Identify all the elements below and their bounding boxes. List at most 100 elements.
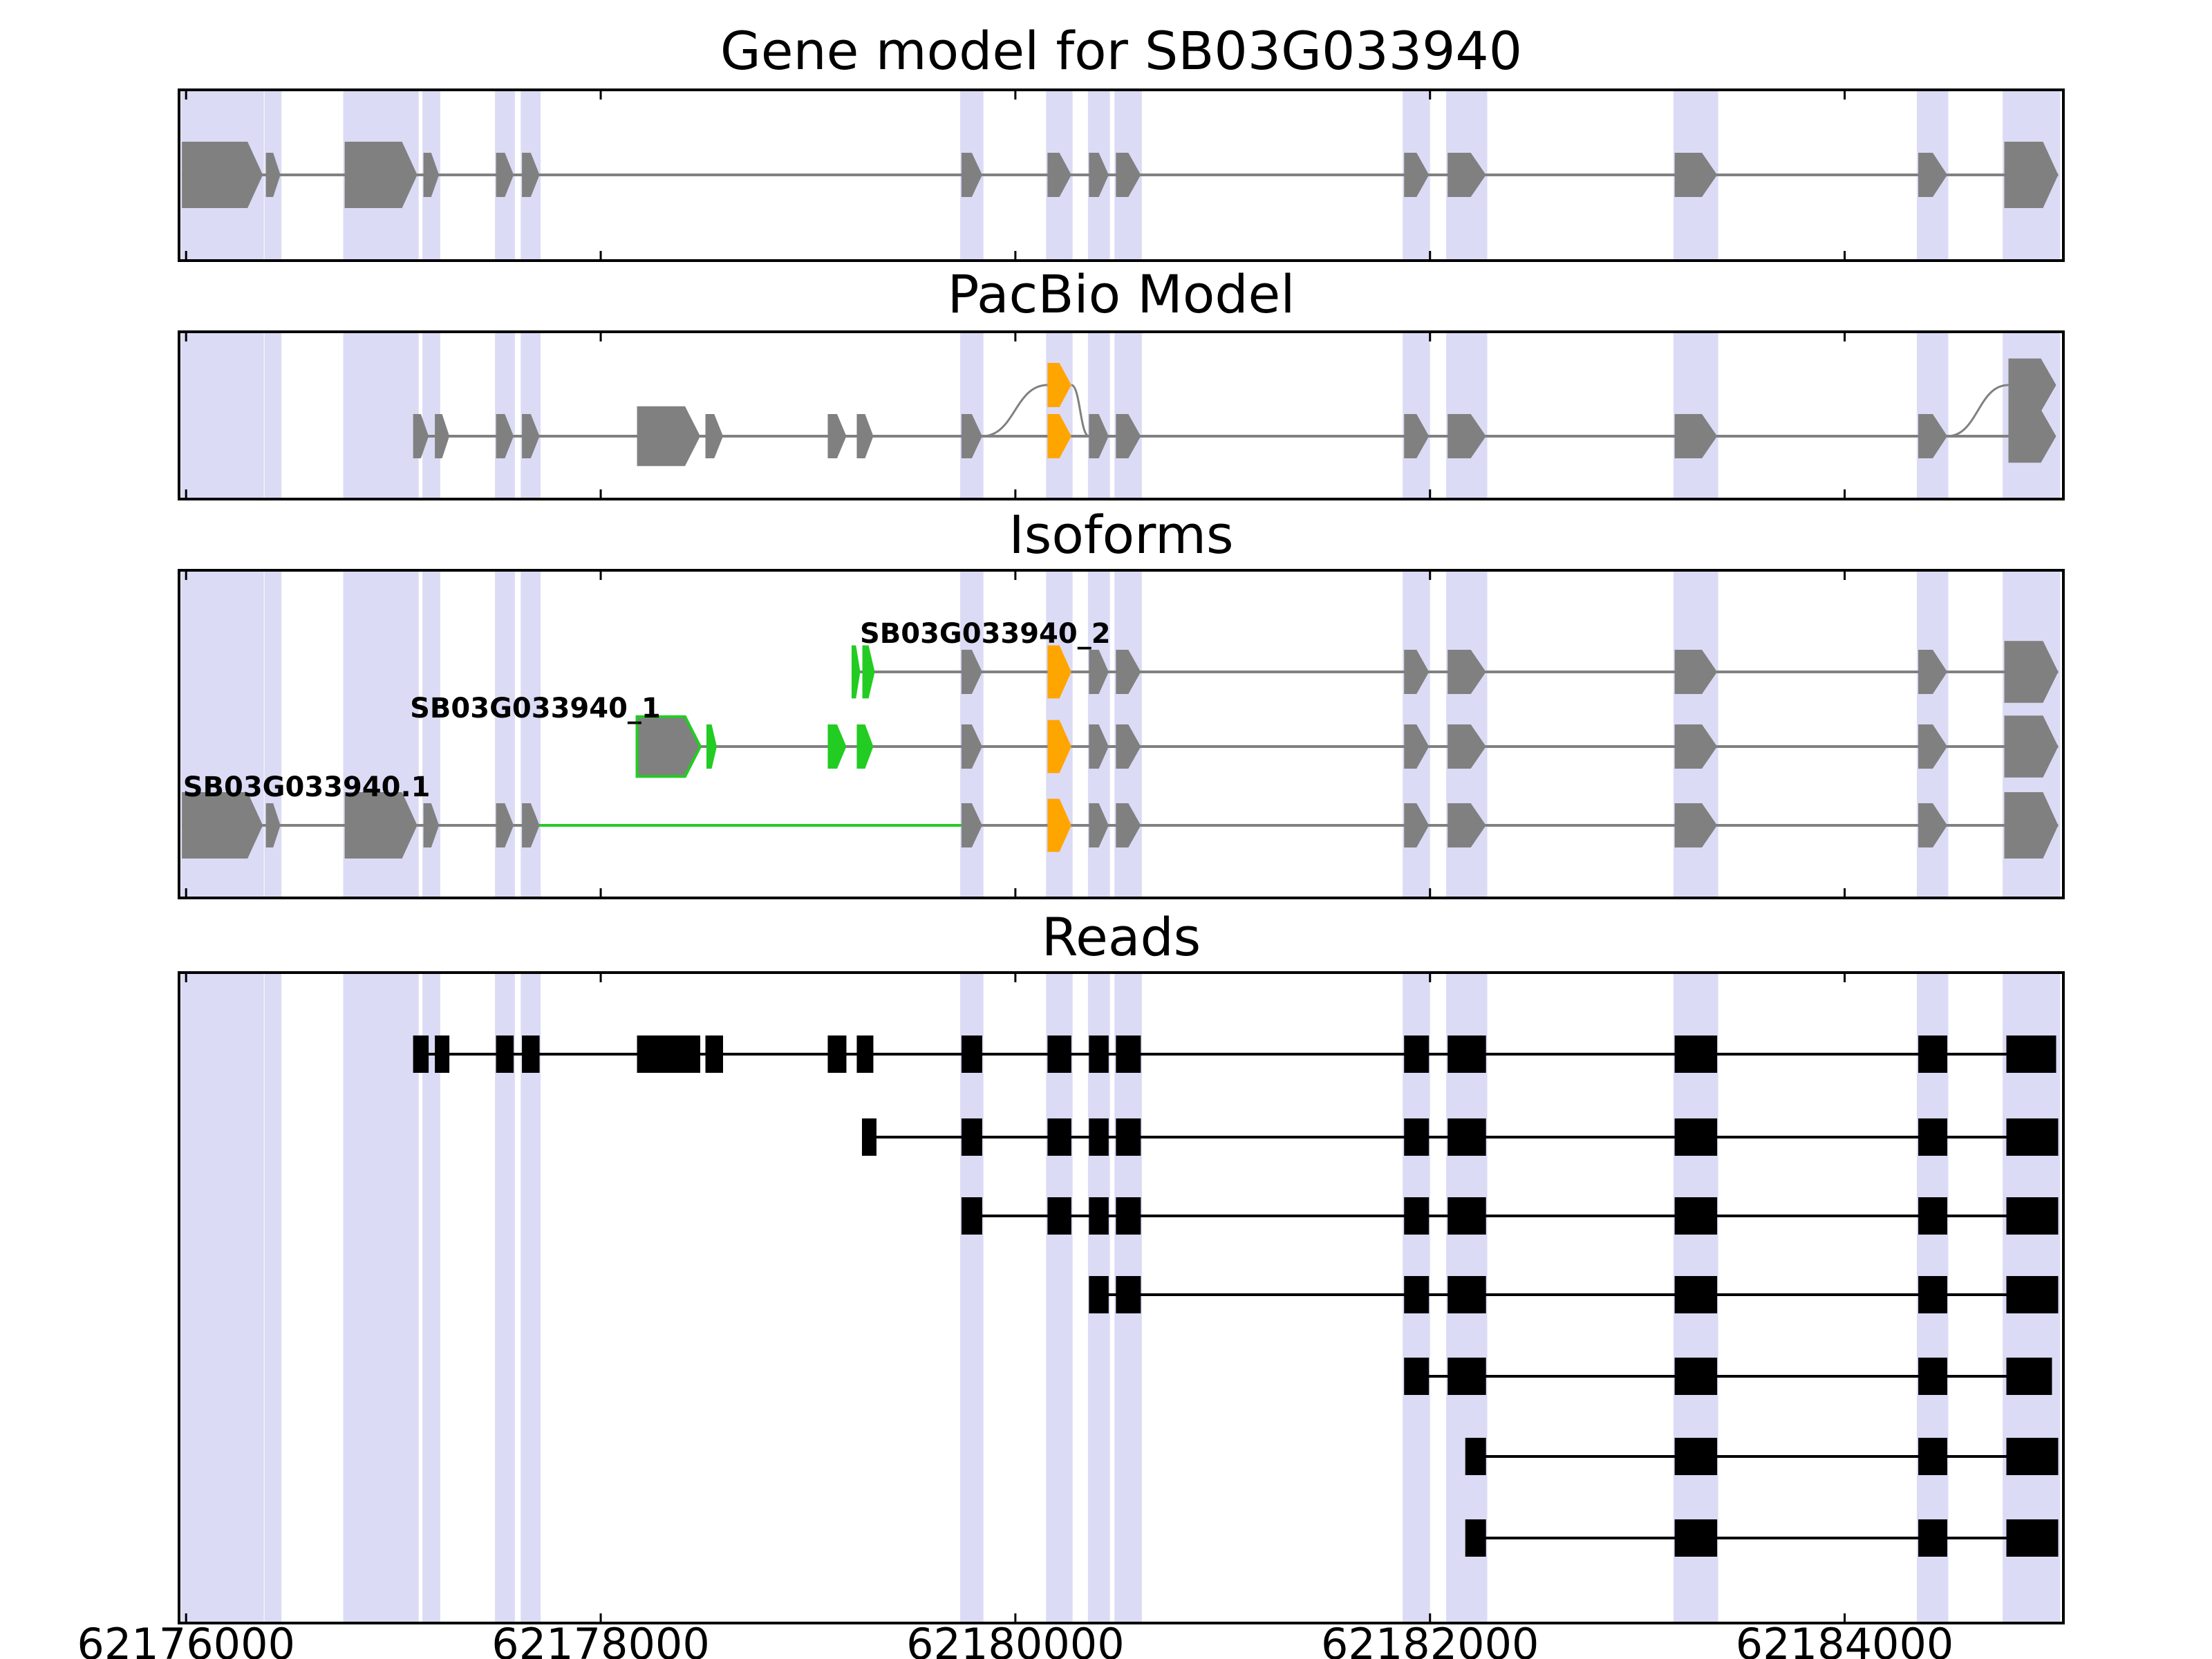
read-exon	[1674, 1276, 1718, 1313]
highlight-band	[521, 570, 541, 898]
exon-arrow	[344, 142, 418, 208]
exon-arrow	[961, 650, 982, 694]
gene-model-panel-title: Gene model for SB03G033940	[720, 20, 1523, 82]
read-exon	[1116, 1197, 1141, 1235]
highlight-band	[960, 973, 984, 1623]
exon-arrow	[1918, 414, 1948, 458]
exon-arrow	[522, 803, 540, 847]
read-exon	[1047, 1118, 1071, 1156]
exon-arrow	[1047, 645, 1071, 699]
exon-arrow	[827, 724, 847, 769]
exon-arrow	[1674, 153, 1718, 197]
exon-arrow	[2004, 715, 2059, 778]
isoforms-panel-title: Isoforms	[1009, 504, 1234, 565]
exon-arrow	[1047, 363, 1071, 407]
read-exon	[435, 1035, 450, 1073]
exon-arrow	[1089, 803, 1109, 847]
exon-arrow	[1116, 153, 1141, 197]
exon-arrow	[856, 724, 874, 769]
exon-arrow	[2004, 142, 2059, 208]
read-exon	[961, 1118, 982, 1156]
read-exon	[1465, 1438, 1486, 1475]
exon-arrow	[1447, 153, 1486, 197]
read-exon	[1674, 1035, 1718, 1073]
exon-arrow	[1447, 414, 1486, 458]
read-exon	[827, 1035, 847, 1073]
exon-arrow	[182, 792, 263, 859]
exon-arrow	[1047, 153, 1071, 197]
exon-arrow	[1404, 803, 1430, 847]
exon-arrow	[1447, 724, 1486, 769]
exon-arrow	[2008, 358, 2056, 412]
exon-arrow	[862, 645, 875, 699]
read-exon	[2006, 1197, 2059, 1235]
panel-border	[178, 971, 2065, 1624]
highlight-band	[495, 973, 515, 1623]
exon-arrow	[344, 792, 418, 859]
exon-arrow	[1674, 414, 1718, 458]
exon-arrow	[1674, 803, 1718, 847]
exon-arrow	[2004, 792, 2059, 859]
exon-arrow	[413, 414, 429, 458]
x-tick-label: 62176000	[77, 1619, 295, 1659]
exon-arrow	[851, 645, 861, 699]
read-exon	[1447, 1276, 1486, 1313]
exon-arrow	[1447, 650, 1486, 694]
exon-arrow	[522, 153, 540, 197]
read-exon	[1918, 1519, 1948, 1557]
exon-arrow	[706, 724, 718, 769]
exon-arrow	[1116, 414, 1141, 458]
x-tick-label: 62178000	[491, 1619, 710, 1659]
exon-arrow	[856, 414, 874, 458]
reads-panel-title: Reads	[1041, 906, 1201, 968]
exon-arrow	[961, 803, 982, 847]
splice-arc	[982, 384, 1048, 438]
read-exon	[1918, 1438, 1948, 1475]
read-exon	[1674, 1438, 1718, 1475]
exon-arrow	[265, 153, 281, 197]
read-exon	[2006, 1358, 2052, 1395]
exon-arrow	[1674, 650, 1718, 694]
exon-arrow	[1089, 724, 1109, 769]
exon-arrow	[423, 153, 440, 197]
read-exon	[1116, 1118, 1141, 1156]
read-exon	[1447, 1035, 1486, 1073]
read-exon	[1404, 1197, 1430, 1235]
read-exon	[1465, 1519, 1486, 1557]
highlight-band	[495, 570, 515, 898]
read-exon	[961, 1035, 982, 1073]
read-exon	[1089, 1276, 1109, 1313]
highlight-band	[422, 570, 440, 898]
exon-arrow	[1047, 798, 1071, 852]
exon-arrow	[961, 414, 982, 458]
splice-arc	[1947, 384, 2009, 438]
exon-arrow	[961, 724, 982, 769]
read-exon	[1116, 1276, 1141, 1313]
exon-arrow	[1116, 724, 1141, 769]
exon-arrow	[1089, 650, 1109, 694]
exon-arrow	[827, 414, 847, 458]
read-exon	[522, 1035, 540, 1073]
exon-arrow	[635, 715, 702, 778]
pacbio-panel-title: PacBio Model	[947, 263, 1295, 325]
read-exon	[1918, 1035, 1948, 1073]
read-exon	[2006, 1118, 2059, 1156]
read-exon	[637, 1035, 701, 1073]
exon-arrow	[1918, 724, 1948, 769]
read-exon	[1918, 1118, 1948, 1156]
exon-arrow	[496, 153, 514, 197]
highlight-band	[180, 973, 264, 1623]
exon-arrow	[637, 406, 701, 467]
exon-arrow	[1674, 724, 1718, 769]
isoform-label: SB03G033940_1	[410, 693, 661, 724]
read-exon	[1116, 1035, 1141, 1073]
read-exon	[1674, 1118, 1718, 1156]
exon-arrow	[496, 414, 514, 458]
panel-border	[178, 569, 2065, 899]
exon-arrow	[2008, 409, 2056, 463]
exon-arrow	[1404, 414, 1430, 458]
exon-arrow	[2004, 641, 2059, 703]
highlight-band	[1046, 973, 1073, 1623]
read-exon	[1404, 1118, 1430, 1156]
read-exon	[1918, 1197, 1948, 1235]
